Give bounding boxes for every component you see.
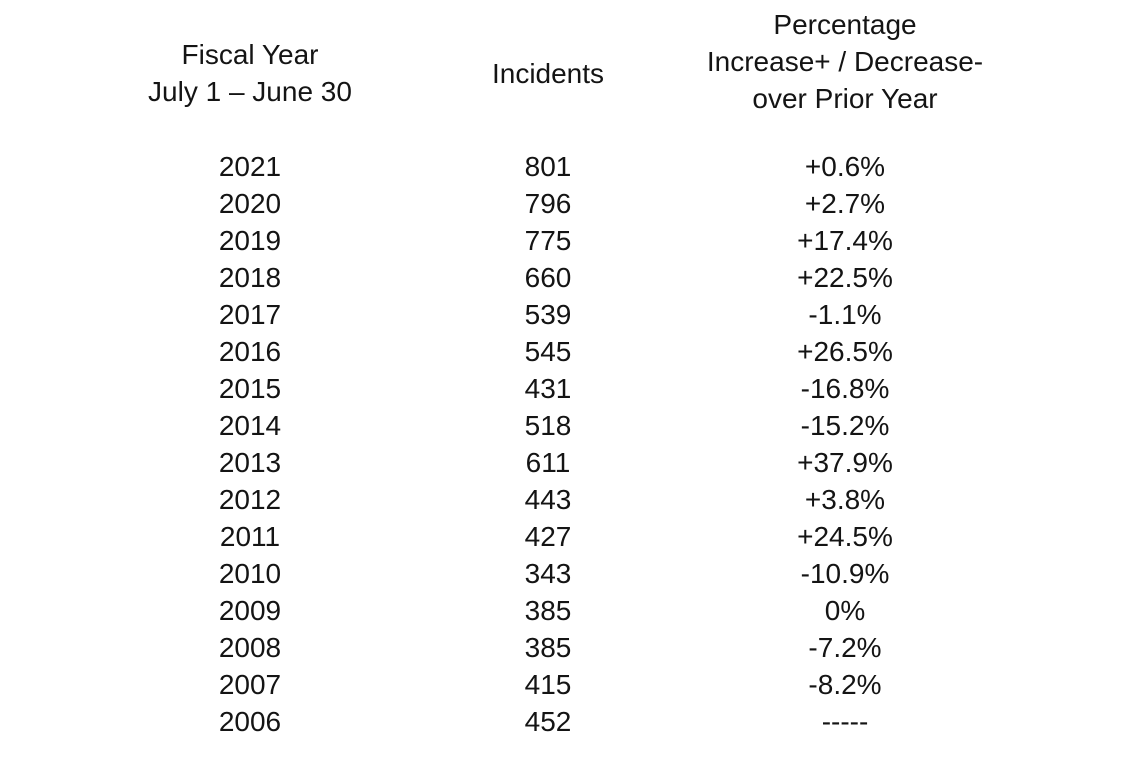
pct-change-cell: -10.9% — [800, 557, 890, 589]
fiscal-year-cell: 2016 — [218, 335, 282, 367]
table-header: Fiscal Year July 1 – June 30 Incidents P… — [0, 0, 1140, 122]
fiscal-year-cell: 2020 — [218, 187, 282, 219]
pct-change-cell: +17.4% — [797, 224, 893, 256]
fiscal-year-cell: 2010 — [218, 557, 282, 589]
incidents-cell: 545 — [524, 335, 572, 367]
incidents-cell: 660 — [524, 261, 572, 293]
table-row: 2006 452 ----- — [0, 703, 1140, 740]
table-row: 2007 415 -8.2% — [0, 666, 1140, 703]
table-row: 2014 518 -15.2% — [0, 407, 1140, 444]
incidents-cell: 415 — [524, 668, 572, 700]
pct-change-cell: +26.5% — [797, 335, 893, 367]
fiscal-year-cell: 2011 — [219, 520, 281, 552]
table-row: 2013 611 +37.9% — [0, 444, 1140, 481]
table-row: 2010 343 -10.9% — [0, 555, 1140, 592]
incidents-cell: 431 — [524, 372, 572, 404]
header-pct-change-line3: over Prior Year — [752, 82, 938, 114]
incidents-cell: 775 — [524, 224, 572, 256]
incidents-cell: 611 — [525, 446, 571, 478]
incidents-cell: 385 — [524, 631, 572, 663]
fiscal-year-cell: 2019 — [218, 224, 282, 256]
fiscal-year-cell: 2018 — [218, 261, 282, 293]
header-pct-change-line2: Increase+ / Decrease- — [706, 45, 984, 77]
header-pct-change: Percentage Increase+ / Decrease- over Pr… — [596, 0, 1094, 122]
table-row: 2011 427 +24.5% — [0, 518, 1140, 555]
fiscal-year-cell: 2021 — [218, 150, 282, 182]
fiscal-year-cell: 2017 — [218, 298, 282, 330]
pct-change-cell: +22.5% — [797, 261, 893, 293]
table-row: 2021 801 +0.6% — [0, 148, 1140, 185]
header-fiscal-year-line2: July 1 – June 30 — [148, 76, 352, 107]
pct-change-cell: -16.8% — [800, 372, 890, 404]
header-pct-change-line1: Percentage — [773, 8, 917, 40]
header-incidents-line1: Incidents — [491, 57, 605, 89]
fiscal-year-cell: 2014 — [218, 409, 282, 441]
pct-change-cell: +0.6% — [804, 150, 886, 182]
table-row: 2012 443 +3.8% — [0, 481, 1140, 518]
fiscal-year-cell: 2008 — [218, 631, 282, 663]
table-row: 2015 431 -16.8% — [0, 370, 1140, 407]
pct-change-cell: +37.9% — [797, 446, 893, 478]
incidents-cell: 796 — [524, 187, 572, 219]
table-row: 2016 545 +26.5% — [0, 333, 1140, 370]
pct-change-cell: ----- — [821, 705, 869, 737]
pct-change-cell: +2.7% — [804, 187, 886, 219]
header-incidents: Incidents — [492, 0, 604, 122]
incidents-cell: 518 — [524, 409, 572, 441]
table-row: 2019 775 +17.4% — [0, 222, 1140, 259]
header-fiscal-year-line1: Fiscal Year — [181, 39, 319, 70]
fiscal-year-cell: 2012 — [218, 483, 282, 515]
pct-change-cell: 0% — [824, 594, 866, 626]
fiscal-year-cell: 2015 — [218, 372, 282, 404]
pct-change-cell: -7.2% — [808, 631, 882, 663]
table-body: 2021 801 +0.6% 2020 796 +2.7% 2019 775 +… — [0, 148, 1140, 740]
pct-change-cell: -15.2% — [800, 409, 890, 441]
pct-change-cell: +24.5% — [797, 520, 893, 552]
pct-change-cell: +3.8% — [804, 483, 886, 515]
incidents-cell: 343 — [524, 557, 572, 589]
incidents-cell: 443 — [524, 483, 572, 515]
incidents-cell: 539 — [524, 298, 572, 330]
table-row: 2017 539 -1.1% — [0, 296, 1140, 333]
table-row: 2008 385 -7.2% — [0, 629, 1140, 666]
fiscal-year-cell: 2007 — [218, 668, 282, 700]
fiscal-year-cell: 2009 — [218, 594, 282, 626]
pct-change-cell: -8.2% — [808, 668, 882, 700]
fiscal-year-cell: 2013 — [218, 446, 282, 478]
table-row: 2018 660 +22.5% — [0, 259, 1140, 296]
table-row: 2009 385 0% — [0, 592, 1140, 629]
fiscal-year-cell: 2006 — [218, 705, 282, 737]
incidents-cell: 452 — [524, 705, 572, 737]
pct-change-cell: -1.1% — [808, 298, 882, 330]
table-row: 2020 796 +2.7% — [0, 185, 1140, 222]
header-fiscal-year: Fiscal Year July 1 – June 30 — [0, 0, 500, 122]
incidents-cell: 385 — [524, 594, 572, 626]
incidents-cell: 801 — [524, 150, 572, 182]
incidents-cell: 427 — [524, 520, 572, 552]
